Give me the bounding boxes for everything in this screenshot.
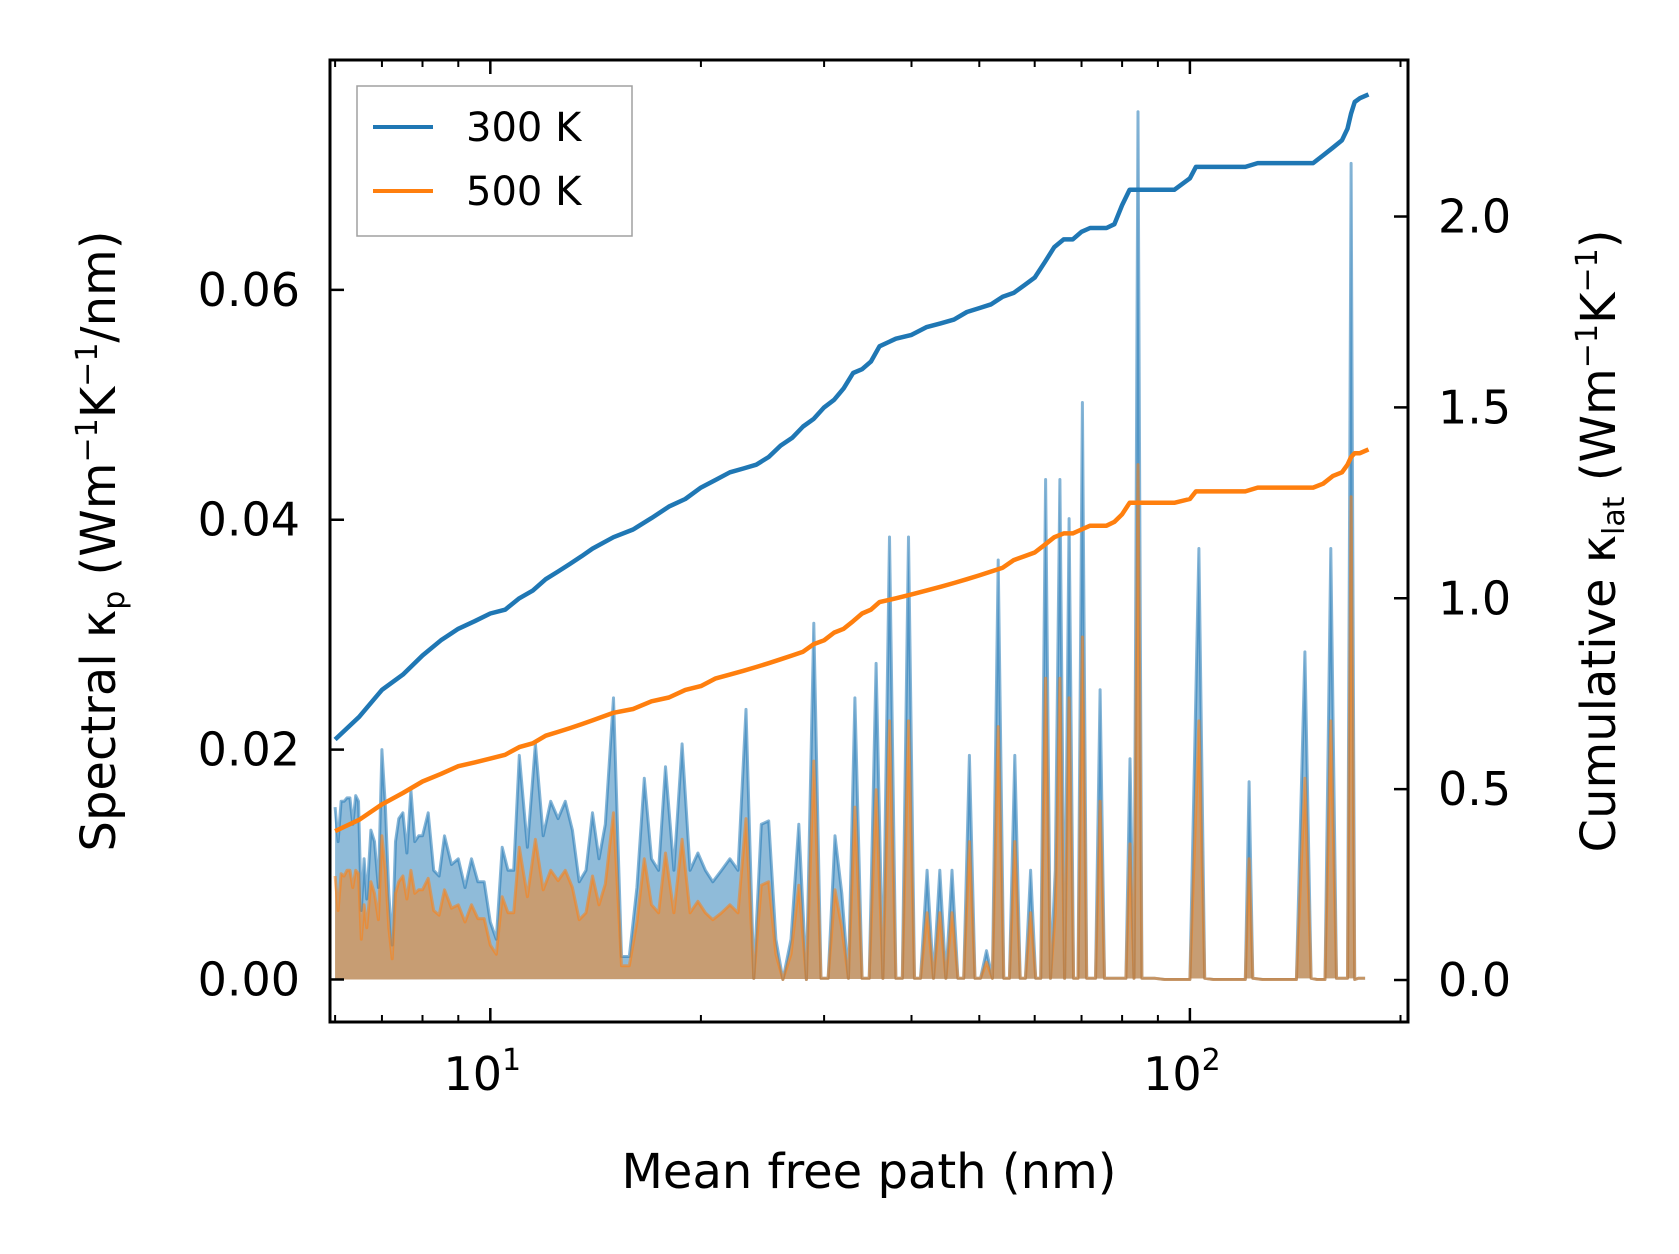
left-y-label-post: /nm) (71, 231, 127, 343)
right-y-label-sub: lat (1597, 496, 1632, 535)
left-y-label-mid1: (Wm (71, 463, 127, 591)
left-y-label-sub: p (97, 591, 132, 610)
cumulative-line-300-k (333, 92, 1370, 742)
legend-box (356, 85, 633, 237)
left-y-label-sup2: −1 (70, 343, 105, 387)
legend-label-500k: 500 K (466, 169, 583, 215)
right-y-tick-label: 0.0 (1438, 953, 1511, 1007)
legend: 300 K 500 K (356, 85, 633, 237)
right-y-label-sup2: −1 (1570, 248, 1605, 292)
x-tick-label: 102 (1143, 1043, 1221, 1101)
plot-frame (328, 58, 1410, 1024)
right-y-label-mid2: K (1571, 291, 1627, 324)
right-y-label-sup1: −1 (1570, 324, 1605, 368)
spectral-line-500-k (333, 463, 1366, 981)
spectral-area-300-k (335, 111, 1366, 980)
right-y-tick-label: 0.5 (1438, 762, 1511, 816)
left-y-label-sup1: −1 (70, 418, 105, 462)
left-y-tick-label: 0.04 (198, 493, 300, 547)
spectral-lines (333, 110, 1366, 981)
left-y-tick-label: 0.00 (198, 952, 300, 1006)
right-y-tick-label: 1.5 (1438, 380, 1511, 434)
left-y-tick-label: 0.02 (198, 723, 300, 777)
spectral-areas (335, 111, 1366, 980)
spectral-area-500-k (335, 464, 1366, 980)
left-y-label-pre: Spectral κ (71, 610, 127, 852)
right-y-label-pre: Cumulative κ (1571, 535, 1627, 853)
x-tick-exponent: 2 (1202, 1043, 1221, 1078)
left-y-label-mid2: K (71, 385, 127, 418)
cumulative-line-500-k (334, 447, 1370, 834)
axis-ticks (330, 60, 1408, 1022)
x-tick-base: 10 (443, 1047, 502, 1101)
legend-label-300k: 300 K (466, 105, 583, 151)
x-tick-label: 101 (443, 1043, 521, 1101)
x-axis-label: Mean free path (nm) (622, 1144, 1117, 1200)
right-y-axis-label: Cumulative κlat (Wm−1K−1) (1570, 230, 1632, 853)
right-y-label-mid1: (Wm (1571, 368, 1627, 496)
x-tick-exponent: 1 (502, 1043, 521, 1078)
left-y-axis-label: Spectral κp (Wm−1K−1/nm) (70, 231, 132, 852)
right-y-label-post: ) (1571, 230, 1627, 249)
x-tick-base: 10 (1143, 1047, 1202, 1101)
right-y-tick-label: 1.0 (1438, 571, 1511, 625)
left-y-tick-label: 0.06 (198, 263, 300, 317)
right-y-tick-label: 2.0 (1438, 190, 1511, 244)
cumulative-lines (333, 92, 1370, 834)
